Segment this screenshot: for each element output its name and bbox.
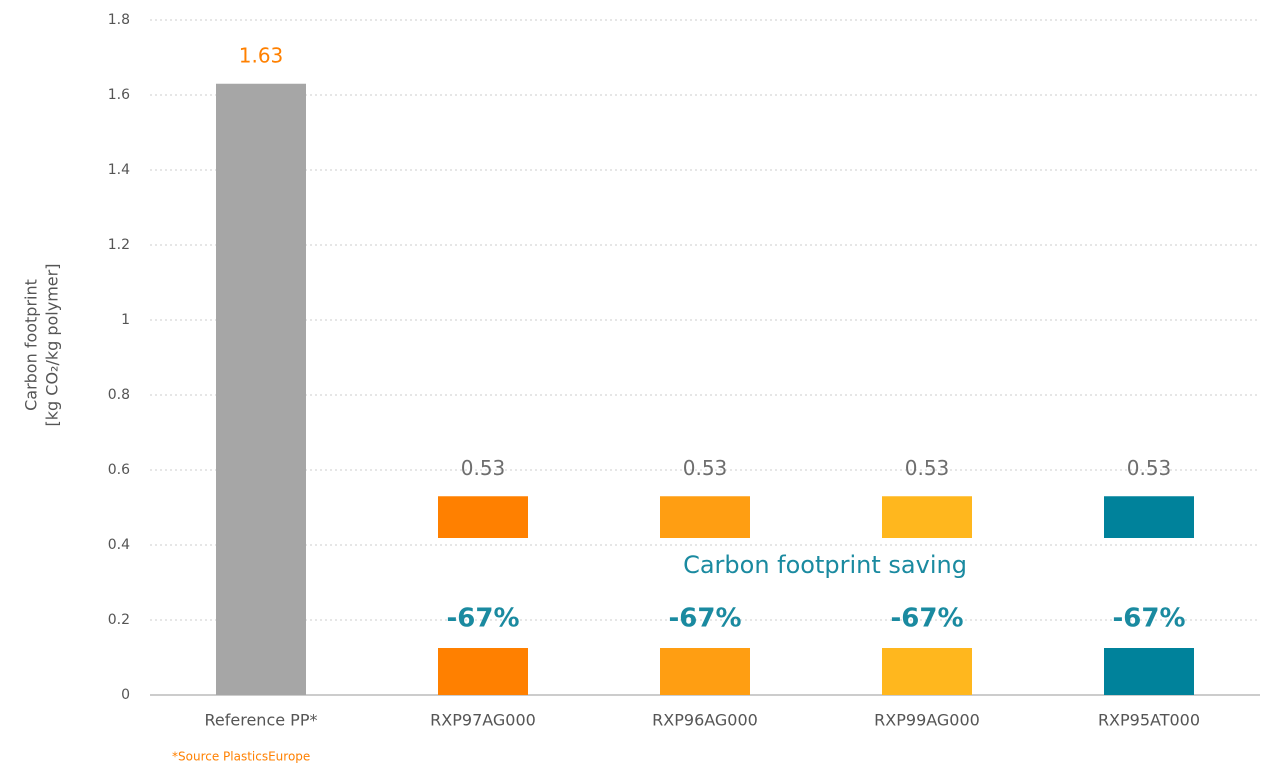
bar-lower [660,648,750,695]
source-note: *Source PlasticsEurope [172,750,310,764]
x-tick-label: Reference PP* [205,711,318,730]
x-tick-label: RXP99AG000 [874,711,980,730]
y-axis-title-line: [kg CO₂/kg polymer] [43,264,62,427]
bar-upper [1104,496,1194,538]
value-label: 1.63 [239,43,284,67]
saving-label: -67% [1112,604,1185,634]
bar-lower [1104,648,1194,695]
bar-upper [438,496,528,538]
y-tick-label: 1.2 [108,237,130,253]
bar-upper [660,496,750,538]
bar [216,83,306,695]
saving-label: -67% [890,604,963,634]
bar-upper [882,496,972,538]
value-label: 0.53 [461,456,506,480]
y-tick-label: 0.6 [108,462,130,478]
saving-label: -67% [446,604,519,634]
x-tick-label: RXP96AG000 [652,711,758,730]
y-tick-label: 1.6 [108,87,130,103]
y-tick-label: 1 [121,312,130,328]
y-tick-label: 1.4 [108,162,130,178]
value-label: 0.53 [683,456,728,480]
y-tick-label: 0 [121,687,130,703]
y-tick-label: 1.8 [108,12,130,28]
y-tick-label: 0.8 [108,387,130,403]
saving-label: -67% [668,604,741,634]
value-label: 0.53 [905,456,950,480]
y-tick-label: 0.4 [108,537,130,553]
saving-title: Carbon footprint saving [683,551,967,579]
x-tick-label: RXP95AT000 [1098,711,1200,730]
bar-lower [882,648,972,695]
y-axis-title: Carbon footprint [kg CO₂/kg polymer] [22,264,62,427]
y-axis-title-line: Carbon footprint [22,279,41,411]
value-label: 0.53 [1127,456,1172,480]
y-tick-label: 0.2 [108,612,130,628]
bar-lower [438,648,528,695]
x-tick-label: RXP97AG000 [430,711,536,730]
